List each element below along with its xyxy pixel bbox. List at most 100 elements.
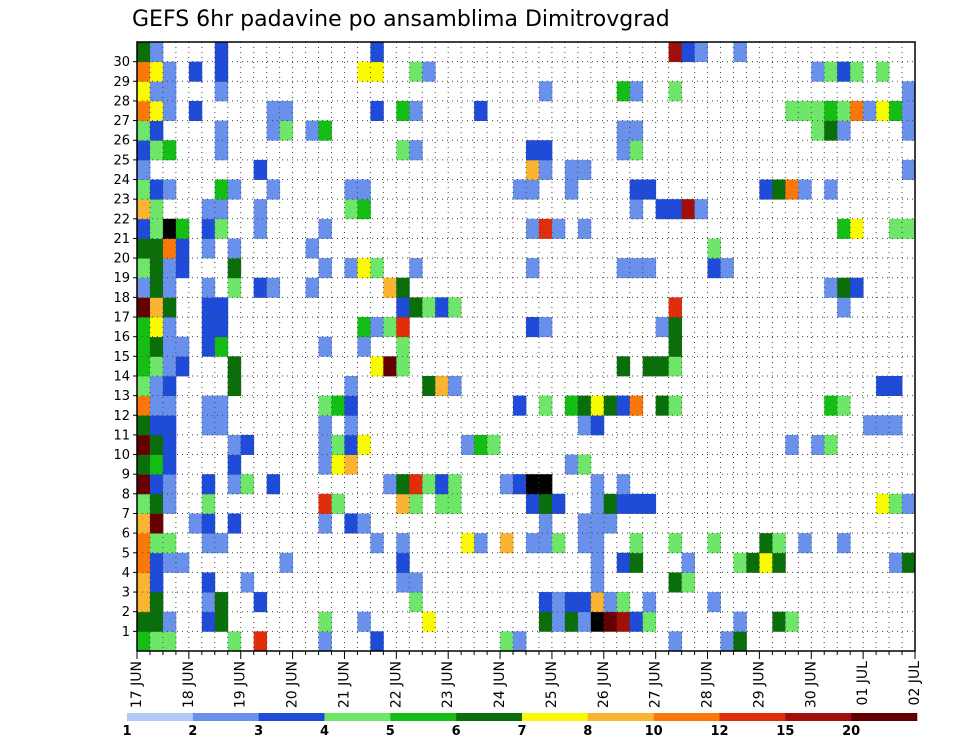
- y-tick-label: 21: [113, 232, 130, 247]
- heatmap-cell: [253, 199, 268, 220]
- heatmap-cell: [137, 317, 151, 338]
- heatmap-cell: [577, 218, 592, 239]
- heatmap-cell: [149, 297, 164, 318]
- heatmap-cell: [681, 42, 695, 63]
- heatmap-cell: [811, 434, 825, 455]
- heatmap-cell: [435, 297, 449, 318]
- heatmap-cell: [396, 572, 410, 593]
- heatmap-cell: [629, 81, 644, 102]
- heatmap-cell: [435, 375, 449, 397]
- heatmap-cell: [811, 100, 825, 121]
- heatmap-cell: [162, 533, 177, 554]
- y-tick-label: 30: [113, 55, 130, 70]
- heatmap-cell: [357, 336, 371, 357]
- y-tick-label: 9: [122, 468, 130, 483]
- heatmap-cell: [551, 533, 566, 554]
- heatmap-cell: [461, 533, 475, 554]
- heatmap-cell: [694, 199, 708, 220]
- heatmap-cell: [396, 474, 410, 495]
- heatmap-cell: [370, 356, 384, 377]
- heatmap-cell: [616, 552, 631, 573]
- heatmap-cell: [772, 179, 786, 200]
- heatmap-cell: [409, 572, 423, 593]
- heatmap-cell: [318, 395, 332, 416]
- dotted-grid: [137, 42, 915, 651]
- heatmap-cell: [668, 42, 682, 63]
- heatmap-cell: [590, 474, 605, 495]
- heatmap-cell: [824, 395, 838, 416]
- heatmap-cell: [850, 277, 864, 298]
- heatmap-cell: [668, 395, 682, 416]
- heatmap-cell: [396, 140, 410, 161]
- heatmap-cell: [137, 631, 151, 652]
- heatmap-cell: [629, 395, 644, 416]
- heatmap-cell: [214, 61, 229, 82]
- y-tick-label: 16: [113, 330, 130, 345]
- heatmap-cell: [137, 611, 151, 632]
- heatmap-cell: [616, 395, 631, 416]
- heatmap-cell: [837, 297, 851, 318]
- y-tick-label: 7: [122, 507, 130, 522]
- heatmap-cell: [137, 120, 151, 141]
- heatmap-cell: [279, 552, 293, 573]
- heatmap-cell: [149, 277, 164, 298]
- heatmap-cell: [201, 611, 216, 632]
- heatmap-cell: [785, 434, 799, 455]
- heatmap-cell: [824, 120, 838, 141]
- heatmap-cell: [201, 592, 216, 613]
- heatmap-cell: [824, 179, 838, 200]
- heatmap-cell: [772, 611, 786, 632]
- heatmap-cell: [227, 434, 242, 455]
- heatmap-cell: [577, 415, 592, 436]
- heatmap-cell: [590, 592, 605, 613]
- heatmap-cell: [318, 415, 332, 436]
- heatmap-cell: [137, 258, 151, 279]
- heatmap-cell: [668, 336, 682, 357]
- heatmap-cell: [149, 611, 164, 632]
- heatmap-cell: [876, 100, 890, 121]
- heatmap-cell: [474, 533, 488, 554]
- heatmap-cell: [629, 533, 644, 554]
- x-tick-label: 21 JUN: [336, 661, 352, 708]
- heatmap-cell: [253, 277, 268, 298]
- heatmap-cell: [162, 179, 177, 200]
- colorbar-label: 20: [842, 724, 860, 739]
- heatmap-cell: [318, 120, 332, 141]
- heatmap-cell: [538, 140, 553, 161]
- heatmap-cell: [201, 218, 216, 239]
- heatmap-cell: [616, 258, 631, 279]
- heatmap-cell: [500, 474, 514, 495]
- heatmap-cell: [538, 474, 553, 495]
- heatmap-cell: [629, 611, 644, 632]
- heatmap-cell: [149, 81, 164, 102]
- heatmap-cell: [201, 199, 216, 220]
- heatmap-cell: [201, 238, 216, 259]
- y-tick-label: 5: [122, 546, 130, 561]
- heatmap-cell: [526, 140, 540, 161]
- heatmap-cell: [655, 356, 670, 377]
- heatmap-cell: [383, 277, 397, 298]
- heatmap-cell: [201, 336, 216, 357]
- heatmap-cell: [642, 258, 657, 279]
- heatmap-cell: [383, 356, 397, 377]
- heatmap-cell: [162, 434, 177, 455]
- heatmap-cell: [214, 533, 229, 554]
- x-tick-label: 23 JUN: [440, 661, 456, 708]
- heatmap-cell: [137, 199, 151, 220]
- heatmap-cell: [162, 277, 177, 298]
- heatmap-cell: [876, 415, 890, 436]
- heatmap-cell: [149, 61, 164, 82]
- y-tick-label: 22: [113, 212, 130, 227]
- heatmap-cell: [733, 611, 747, 632]
- heatmap-cell: [175, 336, 190, 357]
- heatmap-cell: [551, 592, 566, 613]
- y-tick-label: 6: [122, 527, 130, 542]
- heatmap-cell: [305, 120, 319, 141]
- heatmap-cell: [526, 218, 540, 239]
- heatmap-cell: [837, 533, 851, 554]
- y-tick-label: 17: [113, 311, 130, 326]
- heatmap-cell: [616, 474, 631, 495]
- heatmap-cell: [850, 61, 864, 82]
- heatmap-cell: [551, 218, 566, 239]
- heatmap-cell: [837, 120, 851, 141]
